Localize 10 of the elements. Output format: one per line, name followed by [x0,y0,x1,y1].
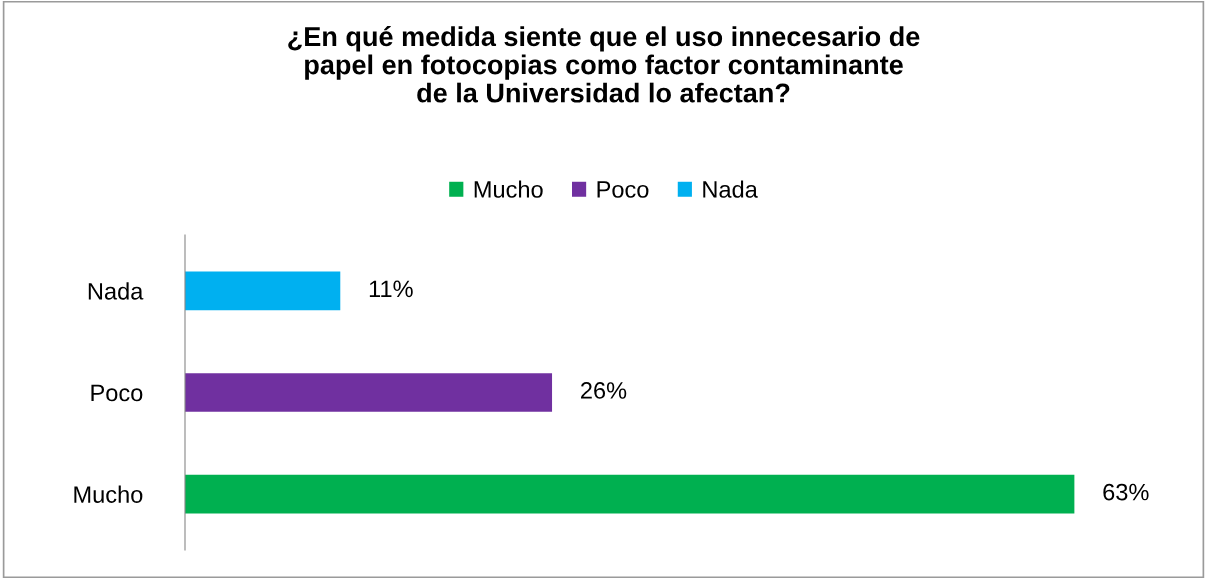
data-label: 11% [369,280,413,298]
chart-title: ¿En qué medida siente que el uso innecesario de papel en fotocopias como factor contaminante de la Universidad lo afectan? [288,26,920,103]
y-tick-label: Mucho [74,485,143,503]
y-tick-label: Poco [91,384,143,402]
legend-label: Mucho [474,180,543,198]
legend-label: Poco [597,181,649,198]
data-label: 26% [581,382,627,399]
data-label: 63% [1103,483,1149,501]
y-tick-label: Nada [88,282,144,300]
legend-label: Nada [703,180,758,198]
